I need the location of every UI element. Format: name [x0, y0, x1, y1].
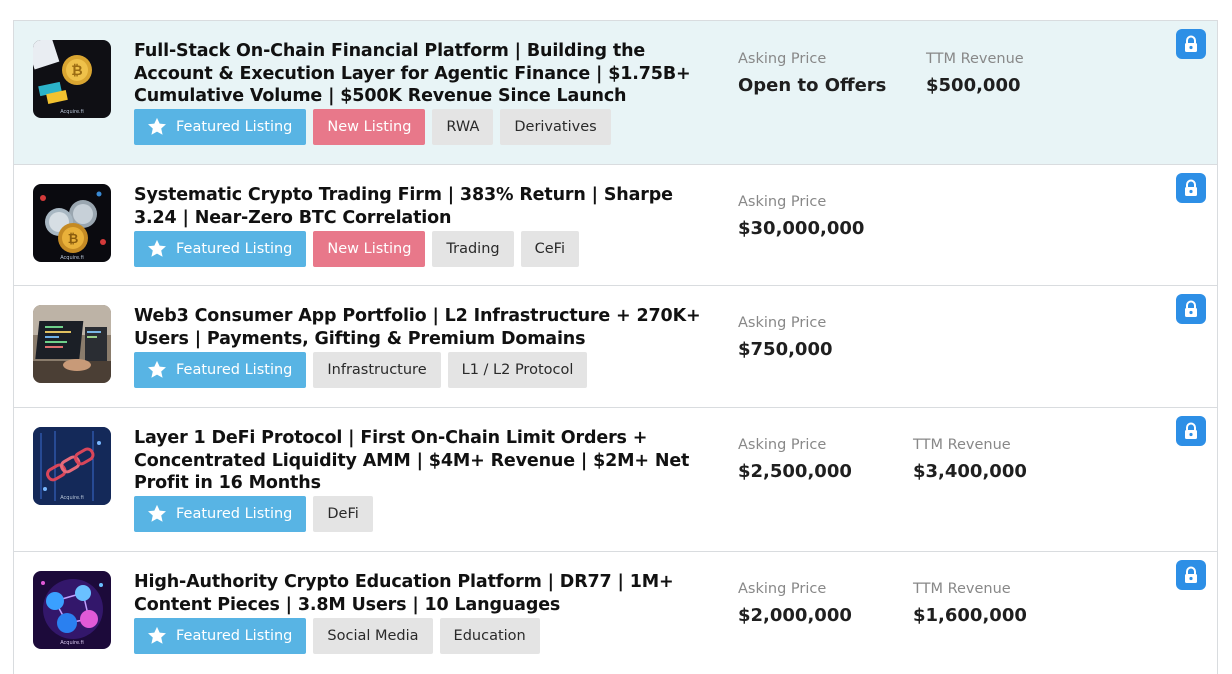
gold-bitcoin-coin-icon: ₿ Acquire.fi [33, 40, 111, 118]
category-tag[interactable]: Social Media [313, 618, 433, 654]
ttm-revenue-label: TTM Revenue [913, 581, 1011, 597]
laptop-code-icon [33, 305, 111, 383]
svg-text:₿: ₿ [68, 232, 79, 247]
featured-listing-badge[interactable]: Featured Listing [134, 618, 307, 654]
tag-label: Featured Listing [176, 119, 293, 135]
listing-tags: Featured Listing New Listing RWA Derivat… [134, 109, 611, 145]
category-tag[interactable]: Education [439, 618, 540, 654]
lock-icon [1185, 35, 1197, 52]
listing-thumbnail[interactable]: ₿ Acquire.fi [33, 40, 111, 118]
tag-label: Featured Listing [176, 362, 293, 378]
listing-title[interactable]: Web3 Consumer App Portfolio | L2 Infrast… [134, 306, 701, 349]
listing-tags: Featured Listing Social Media Education [134, 618, 540, 654]
star-icon [148, 360, 166, 378]
ttm-revenue-value: $3,400,000 [913, 461, 1027, 482]
lock-icon [1185, 179, 1197, 196]
asking-price-value: $2,000,000 [738, 605, 852, 626]
asking-price-label: Asking Price [738, 315, 827, 331]
crypto-network-icon: Acquire.fi [33, 571, 111, 649]
asking-price-label: Asking Price [738, 51, 827, 67]
listing-thumbnail[interactable] [33, 305, 111, 383]
listing-title[interactable]: Systematic Crypto Trading Firm | 383% Re… [134, 185, 673, 228]
crypto-coins-icon: ₿ Acquire.fi [33, 184, 111, 262]
new-listing-badge[interactable]: New Listing [313, 109, 426, 145]
star-icon [148, 239, 166, 257]
category-tag[interactable]: Trading [432, 231, 514, 267]
listing-title[interactable]: Full-Stack On-Chain Financial Platform |… [134, 41, 691, 106]
star-icon [148, 117, 166, 135]
ttm-revenue-label: TTM Revenue [913, 437, 1011, 453]
ttm-revenue-value: $500,000 [926, 75, 1021, 96]
listing-row[interactable]: ₿ Acquire.fi Full-Stack On-Chain Financi… [13, 20, 1218, 165]
star-icon [148, 626, 166, 644]
lock-button[interactable] [1176, 294, 1206, 324]
tag-label: Featured Listing [176, 506, 293, 522]
tag-label: Featured Listing [176, 628, 293, 644]
new-listing-badge[interactable]: New Listing [313, 231, 426, 267]
listing-row[interactable]: ₿ Acquire.fi Systematic Crypto Trading F… [13, 165, 1218, 286]
listings-list: ₿ Acquire.fi Full-Stack On-Chain Financi… [13, 20, 1218, 674]
listing-title[interactable]: High-Authority Crypto Education Platform… [134, 572, 674, 615]
listing-title[interactable]: Layer 1 DeFi Protocol | First On-Chain L… [134, 428, 690, 493]
lock-button[interactable] [1176, 560, 1206, 590]
listing-row[interactable]: Acquire.fi High-Authority Crypto Educati… [13, 552, 1218, 674]
lock-icon [1185, 300, 1197, 317]
star-icon [148, 504, 166, 522]
category-tag[interactable]: CeFi [520, 231, 579, 267]
category-tag[interactable]: DeFi [313, 496, 373, 532]
ttm-revenue-value: $1,600,000 [913, 605, 1027, 626]
category-tag[interactable]: RWA [432, 109, 494, 145]
listing-thumbnail[interactable]: Acquire.fi [33, 571, 111, 649]
svg-text:Acquire.fi: Acquire.fi [60, 109, 84, 115]
asking-price-value: $2,500,000 [738, 461, 852, 482]
lock-button[interactable] [1176, 416, 1206, 446]
category-tag[interactable]: Derivatives [500, 109, 611, 145]
asking-price-label: Asking Price [738, 581, 827, 597]
svg-text:₿: ₿ [71, 63, 82, 79]
featured-listing-badge[interactable]: Featured Listing [134, 231, 307, 267]
featured-listing-badge[interactable]: Featured Listing [134, 352, 307, 388]
asking-price-value: Open to Offers [738, 75, 887, 96]
svg-text:Acquire.fi: Acquire.fi [60, 495, 84, 501]
asking-price-value: $750,000 [738, 339, 833, 360]
lock-icon [1185, 566, 1197, 583]
category-tag[interactable]: Infrastructure [313, 352, 441, 388]
listing-tags: Featured Listing DeFi [134, 496, 373, 532]
svg-text:Acquire.fi: Acquire.fi [60, 640, 84, 646]
featured-listing-badge[interactable]: Featured Listing [134, 109, 307, 145]
lock-button[interactable] [1176, 173, 1206, 203]
lock-button[interactable] [1176, 29, 1206, 59]
listing-tags: Featured Listing New Listing Trading CeF… [134, 231, 579, 267]
svg-text:Acquire.fi: Acquire.fi [60, 255, 84, 261]
listing-row[interactable]: Web3 Consumer App Portfolio | L2 Infrast… [13, 286, 1218, 408]
tag-label: Featured Listing [176, 241, 293, 257]
asking-price-label: Asking Price [738, 437, 827, 453]
listing-thumbnail[interactable]: ₿ Acquire.fi [33, 184, 111, 262]
asking-price-value: $30,000,000 [738, 218, 865, 239]
lock-icon [1185, 422, 1197, 439]
listing-thumbnail[interactable]: Acquire.fi [33, 427, 111, 505]
listing-tags: Featured Listing Infrastructure L1 / L2 … [134, 352, 588, 388]
listing-row[interactable]: Acquire.fi Layer 1 DeFi Protocol | First… [13, 408, 1218, 552]
asking-price-label: Asking Price [738, 194, 827, 210]
category-tag[interactable]: L1 / L2 Protocol [447, 352, 588, 388]
blockchain-chain-icon: Acquire.fi [33, 427, 111, 505]
ttm-revenue-label: TTM Revenue [926, 51, 1024, 67]
featured-listing-badge[interactable]: Featured Listing [134, 496, 307, 532]
